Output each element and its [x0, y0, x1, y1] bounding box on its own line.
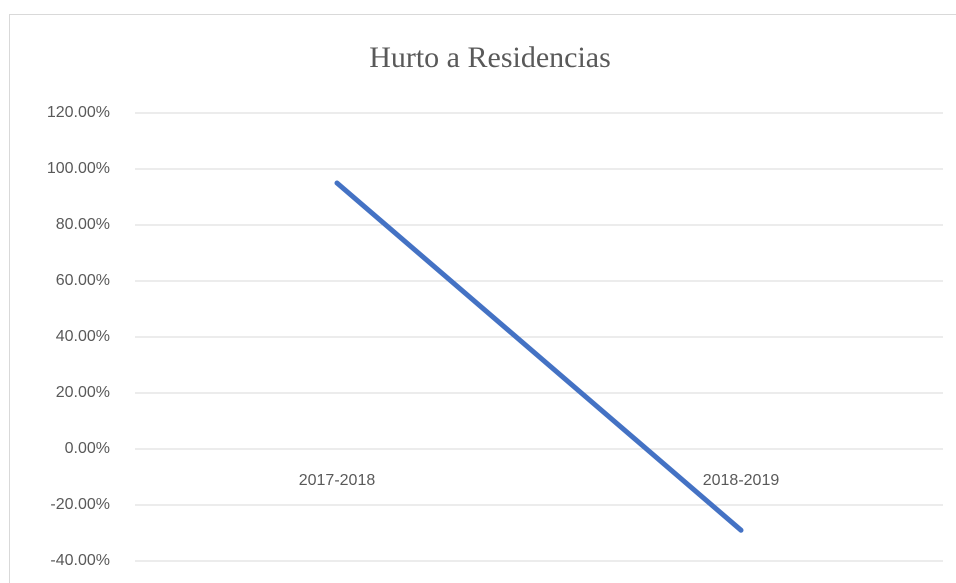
y-tick-label: 100.00%: [47, 160, 110, 177]
y-tick-label: -20.00%: [50, 496, 110, 513]
y-tick-label: -40.00%: [50, 552, 110, 569]
x-tick-label: 2017-2018: [299, 472, 376, 489]
chart-border: [9, 14, 956, 583]
y-tick-label: 80.00%: [56, 216, 110, 233]
y-tick-label: 60.00%: [56, 272, 110, 289]
y-tick-label: 120.00%: [47, 104, 110, 121]
y-tick-label: 40.00%: [56, 328, 110, 345]
chart-title: Hurto a Residencias: [369, 41, 611, 74]
y-tick-label: 0.00%: [65, 440, 110, 457]
series-line: [334, 180, 744, 533]
x-tick-label: 2018-2019: [703, 472, 780, 489]
y-tick-label: 20.00%: [56, 384, 110, 401]
